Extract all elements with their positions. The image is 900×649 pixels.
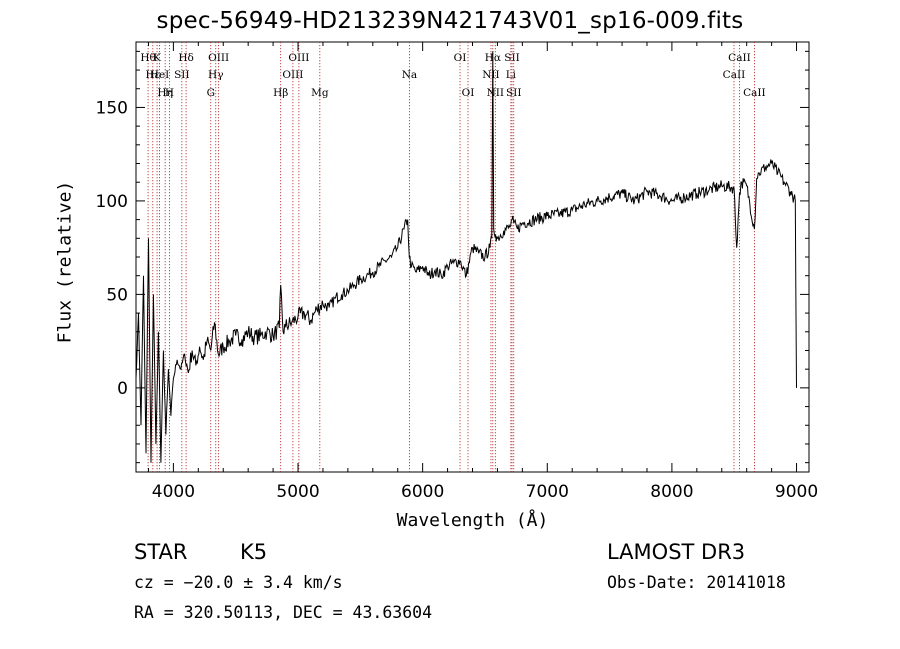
object-subclass: K5 — [240, 540, 268, 564]
y-axis-label: Flux (relative) — [54, 180, 76, 344]
marker-label: SII — [504, 52, 520, 64]
marker-label: OI — [454, 52, 467, 64]
marker-label: HeI — [150, 69, 170, 81]
marker-label: CaII — [723, 69, 746, 81]
marker-label: SII — [506, 87, 522, 99]
marker-label: SII — [174, 69, 190, 81]
marker-label: OIII — [288, 52, 309, 64]
sky-coordinates: RA = 320.50113, DEC = 43.63604 — [134, 603, 433, 622]
y-tick-label: 50 — [106, 285, 128, 305]
marker-label: Mg — [311, 87, 329, 99]
marker-label: CaII — [743, 87, 766, 99]
marker-label: CaII — [728, 52, 751, 64]
marker-label: Hβ — [273, 87, 288, 99]
plot-frame — [135, 41, 810, 473]
spectrum-line — [135, 51, 797, 463]
x-tick-label: 6000 — [401, 482, 444, 502]
marker-label: Hε — [146, 69, 161, 81]
x-tick-label: 7000 — [526, 482, 569, 502]
marker-label: OI — [462, 87, 475, 99]
x-tick-label: 5000 — [276, 482, 319, 502]
x-tick-label: 4000 — [152, 482, 195, 502]
marker-label: Hδ — [178, 52, 193, 64]
marker-label: Hγ — [208, 69, 223, 81]
marker-label: OIII — [208, 52, 229, 64]
marker-label: K — [153, 52, 161, 64]
object-class: STAR — [134, 540, 188, 564]
marker-label: OIII — [282, 69, 303, 81]
line-markers: HθHεKHeIHηHSIIHδGHγOIIIHβOIIIOIIIMgNaOIO… — [140, 42, 766, 472]
redshift-velocity: cz = −20.0 ± 3.4 km/s — [134, 573, 343, 592]
marker-label: H — [165, 87, 174, 99]
axes: 4000 5000 6000 7000 8000 9000 0 50 100 150 — [96, 42, 818, 502]
marker-label: NII — [487, 87, 504, 99]
y-tick-label: 100 — [96, 192, 128, 212]
marker-label: G — [207, 87, 215, 99]
marker-label: Li — [506, 69, 517, 81]
y-tick-label: 0 — [117, 379, 128, 399]
x-tick-label: 9000 — [775, 482, 818, 502]
survey-name: LAMOST DR3 — [607, 540, 746, 564]
observation-date: Obs-Date: 20141018 — [607, 573, 786, 592]
chart-title: spec-56949-HD213239N421743V01_sp16-009.f… — [156, 8, 744, 34]
marker-label: Na — [402, 69, 417, 81]
x-axis-label: Wavelength (Å) — [396, 510, 549, 531]
y-tick-label: 150 — [96, 98, 128, 118]
marker-label: NII — [482, 69, 499, 81]
marker-label: Hθ — [140, 52, 155, 64]
x-tick-label: 8000 — [650, 482, 693, 502]
